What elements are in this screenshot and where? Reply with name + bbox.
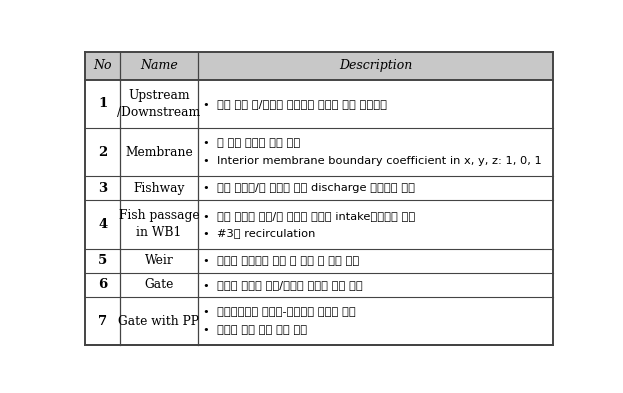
Text: 5: 5 xyxy=(98,254,107,267)
Bar xyxy=(85,249,553,273)
Text: Upstream
/Downstream: Upstream /Downstream xyxy=(117,89,201,119)
Text: Membrane: Membrane xyxy=(125,145,193,158)
Text: Fishway: Fishway xyxy=(133,182,184,195)
Text: •  #3과 recirculation: • #3과 recirculation xyxy=(203,228,316,238)
Text: Gate: Gate xyxy=(144,278,174,291)
Bar xyxy=(85,200,553,249)
Text: Gate with PP: Gate with PP xyxy=(118,314,199,328)
Text: •  고정보 구조물의 너비 및 높이 등 제원 입력: • 고정보 구조물의 너비 및 높이 등 제원 입력 xyxy=(203,256,359,266)
Text: •  소수력발전의 수위차-통과유량 회귀식 입력: • 소수력발전의 수위차-통과유량 회귀식 입력 xyxy=(203,307,356,318)
Text: •  수체 경계 상/하류단 경계조건 설정을 위한 입력자료: • 수체 경계 상/하류단 경계조건 설정을 위한 입력자료 xyxy=(203,99,388,109)
Text: •  Interior membrane boundary coefficient in x, y, z: 1, 0, 1: • Interior membrane boundary coefficient… xyxy=(203,156,542,166)
Bar xyxy=(85,128,553,176)
Text: 7: 7 xyxy=(98,314,107,328)
Text: •  어도 유통량/보 하류단 셀에 discharge 개념으로 입력: • 어도 유통량/보 하류단 셀에 discharge 개념으로 입력 xyxy=(203,183,416,193)
Text: 6: 6 xyxy=(98,278,107,291)
Bar xyxy=(85,297,553,345)
Text: •  보 경계 하류단 셀에 지정: • 보 경계 하류단 셀에 지정 xyxy=(203,138,300,148)
Text: •  가동보 개도량 입력/가동보 구조물 정보 입력: • 가동보 개도량 입력/가동보 구조물 정보 입력 xyxy=(203,280,363,290)
Bar xyxy=(85,52,553,80)
Text: •  시간에 따른 운영 기수 입력: • 시간에 따른 운영 기수 입력 xyxy=(203,325,307,335)
Bar xyxy=(85,176,553,200)
Text: Fish passage
in WB1: Fish passage in WB1 xyxy=(118,209,199,239)
Text: No: No xyxy=(93,59,112,72)
Text: 1: 1 xyxy=(98,97,107,110)
Text: 4: 4 xyxy=(98,218,107,231)
Text: 3: 3 xyxy=(98,182,107,195)
Bar xyxy=(85,273,553,297)
Text: Name: Name xyxy=(140,59,178,72)
Text: Description: Description xyxy=(339,59,412,72)
Text: •  어도 유통량 추출/보 상류단 셀에서 intake개념으로 입력: • 어도 유통량 추출/보 상류단 셀에서 intake개념으로 입력 xyxy=(203,211,416,221)
Text: Weir: Weir xyxy=(145,254,173,267)
Text: 2: 2 xyxy=(98,145,107,158)
Bar xyxy=(85,80,553,128)
